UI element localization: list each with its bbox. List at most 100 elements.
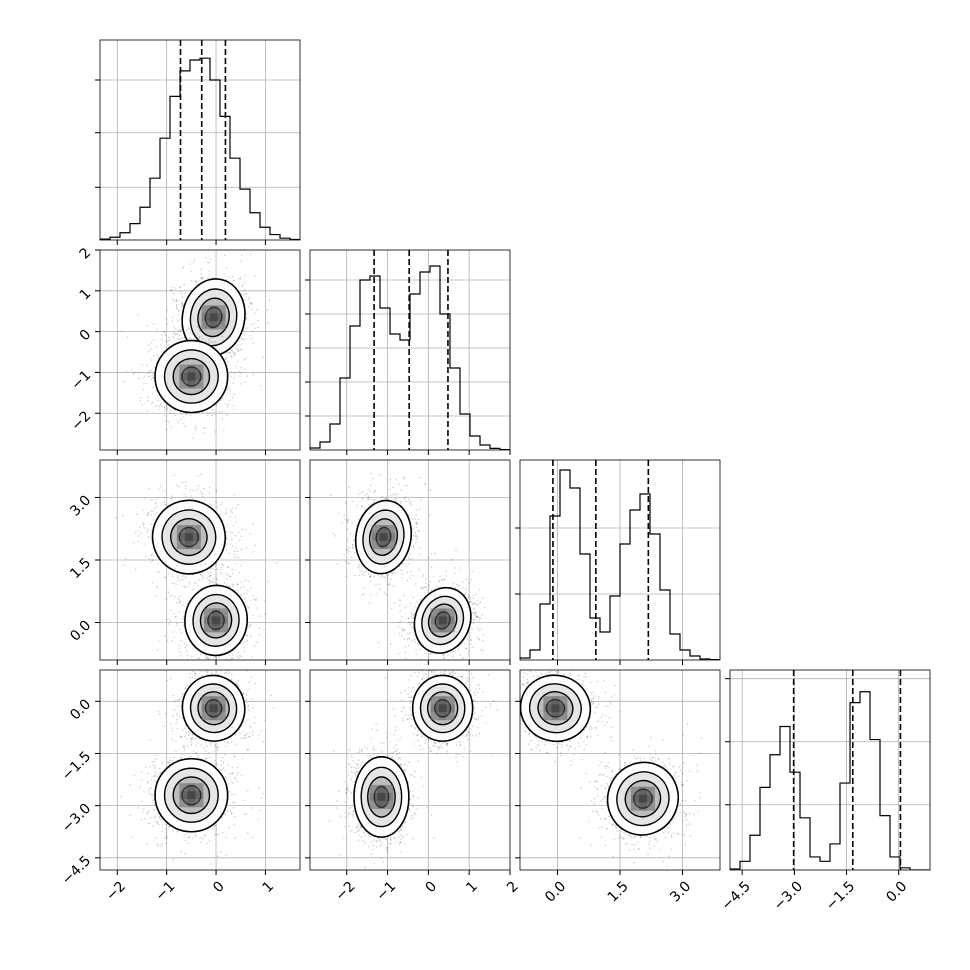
scatter-point	[210, 327, 213, 329]
scatter-point	[373, 575, 376, 578]
scatter-point	[389, 582, 391, 584]
scatter-point	[225, 511, 227, 514]
scatter-point	[207, 318, 210, 321]
scatter-point	[369, 575, 372, 578]
scatter-point	[390, 494, 392, 497]
scatter-point	[142, 525, 144, 527]
scatter-point	[474, 612, 477, 615]
scatter-point	[225, 531, 228, 533]
scatter-point	[205, 656, 207, 659]
scatter-point	[190, 414, 192, 417]
scatter-point	[419, 546, 421, 549]
scatter-point	[177, 597, 179, 600]
scatter-point	[226, 360, 229, 363]
scatter-point	[395, 497, 398, 500]
scatter-point	[240, 535, 243, 537]
scatter-point	[183, 585, 185, 587]
scatter-point	[361, 504, 363, 507]
scatter-point	[410, 621, 412, 624]
scatter-point	[233, 662, 235, 664]
scatter-point	[231, 568, 234, 571]
scatter-point	[210, 574, 212, 577]
scatter-point	[177, 314, 180, 317]
scatter-point	[208, 339, 210, 341]
scatter-point	[168, 623, 170, 625]
density-panel-2-0	[95, 459, 301, 665]
scatter-point	[169, 618, 171, 620]
scatter-point	[194, 425, 196, 427]
scatter-point	[183, 416, 185, 418]
scatter-point	[218, 411, 220, 414]
scatter-point	[171, 320, 174, 322]
scatter-point	[393, 602, 396, 604]
scatter-point	[405, 500, 408, 502]
scatter-point	[237, 349, 240, 352]
scatter-point	[177, 420, 179, 422]
scatter-point	[152, 510, 154, 513]
scatter-point	[378, 583, 380, 585]
scatter-point	[163, 490, 166, 493]
scatter-point	[180, 631, 183, 634]
scatter-point	[412, 518, 414, 521]
scatter-point	[143, 523, 145, 525]
scatter-point	[433, 553, 436, 555]
scatter-point	[215, 404, 218, 406]
panel-frame	[309, 249, 511, 451]
scatter-point	[201, 578, 204, 580]
scatter-point	[156, 571, 159, 573]
scatter-point	[264, 613, 266, 615]
scatter-point	[230, 370, 233, 373]
scatter-point	[348, 550, 351, 553]
scatter-point	[232, 507, 234, 509]
scatter-point	[332, 533, 334, 535]
scatter-point	[387, 574, 389, 577]
scatter-point	[173, 474, 176, 477]
scatter-point	[367, 573, 370, 575]
scatter-point	[175, 615, 177, 618]
scatter-point	[177, 577, 180, 579]
scatter-point	[415, 538, 418, 540]
scatter-point	[186, 650, 188, 652]
scatter-point	[150, 514, 153, 516]
scatter-point	[228, 373, 230, 376]
scatter-point	[225, 351, 228, 354]
scatter-point	[242, 293, 244, 296]
scatter-point	[222, 323, 224, 325]
scatter-point	[247, 305, 250, 308]
scatter-point	[418, 530, 420, 533]
scatter-point	[185, 413, 187, 415]
scatter-point	[453, 567, 456, 569]
scatter-point	[403, 484, 406, 487]
scatter-point	[193, 259, 196, 261]
scatter-point	[156, 353, 158, 356]
scatter-point	[232, 396, 234, 399]
scatter-point	[237, 350, 239, 353]
scatter-point	[176, 624, 178, 627]
scatter-point	[205, 256, 208, 259]
scatter-point	[415, 541, 417, 544]
scatter-point	[150, 538, 153, 540]
scatter-point	[179, 285, 181, 288]
scatter-point	[235, 521, 237, 523]
scatter-point	[241, 285, 243, 288]
scatter-point	[228, 654, 231, 656]
scatter-point	[209, 579, 212, 582]
scatter-point	[138, 377, 140, 380]
scatter-point	[379, 473, 381, 476]
scatter-point	[243, 338, 245, 341]
scatter-point	[241, 528, 243, 531]
scatter-point	[223, 254, 226, 256]
scatter-point	[149, 375, 151, 378]
scatter-point	[130, 369, 133, 372]
scatter-point	[220, 571, 222, 574]
scatter-point	[414, 583, 417, 585]
density-core	[212, 624, 221, 633]
scatter-point	[156, 649, 159, 651]
scatter-point	[189, 263, 191, 265]
scatter-point	[150, 554, 152, 556]
scatter-point	[235, 314, 237, 316]
scatter-point	[203, 427, 205, 429]
scatter-point	[475, 603, 478, 606]
scatter-point	[221, 418, 223, 420]
scatter-point	[390, 572, 393, 574]
